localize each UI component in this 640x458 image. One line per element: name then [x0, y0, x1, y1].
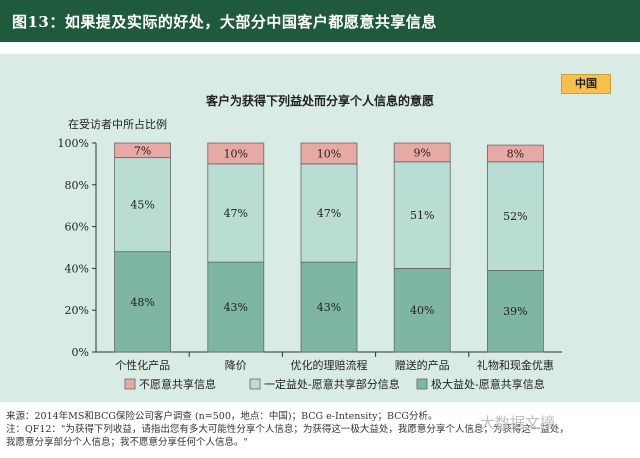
y-tick-label: 40% [65, 262, 89, 275]
data-label: 7% [134, 144, 151, 157]
footer-note-cont: 我愿意分享部分个人信息；我不愿意分享任何个人信息。" [6, 437, 248, 448]
data-label: 9% [413, 146, 430, 159]
legend-label: 一定益处-愿意共享部分信息 [264, 377, 400, 391]
header-bar: 图13：如果提及实际的好处，大部分中国客户都愿意共享信息 [0, 0, 640, 42]
bar-segment [207, 163, 265, 263]
bar-segment [207, 261, 265, 353]
data-label: 10% [224, 147, 248, 160]
figure-title: 图13：如果提及实际的好处，大部分中国客户都愿意共享信息 [12, 13, 437, 31]
bar-segment [486, 270, 544, 353]
data-label: 40% [410, 304, 434, 317]
data-label: 48% [130, 296, 154, 309]
y-tick-label: 0% [72, 346, 89, 359]
bar-segment [300, 142, 358, 165]
bar-segment [207, 142, 265, 165]
bar-segment [486, 144, 544, 163]
watermark-text: 大数据文摘 [480, 414, 556, 432]
legend-label: 极大益处-愿意共享信息 [431, 377, 545, 391]
region-badge: 中国 [561, 74, 611, 94]
footer-notes: 来源：2014年MS和BCG保险公司客户调查 (n=500，地点：中国)；BCG… [6, 410, 634, 449]
bar-segment [393, 142, 451, 163]
x-tick-label: 优化的理赔流程 [291, 358, 368, 372]
legend-label: 不愿意共享信息 [139, 377, 216, 391]
data-label: 39% [503, 305, 527, 318]
bar-segment [486, 161, 544, 271]
data-label: 8% [507, 147, 524, 160]
legend-swatch [249, 378, 261, 390]
bar-segment [114, 157, 171, 253]
bar-segment [114, 142, 171, 159]
bar-segment [300, 163, 358, 263]
bar-segment [300, 261, 358, 353]
data-label: 51% [410, 209, 434, 222]
data-label: 47% [317, 207, 341, 220]
bar-segment [114, 251, 171, 353]
x-tick-label: 赠送的产品 [395, 358, 450, 372]
bar-segment [393, 267, 451, 353]
data-label: 43% [317, 301, 341, 314]
y-tick-label: 80% [65, 179, 89, 192]
y-axis-label: 在受访者中所占比例 [68, 117, 167, 131]
stacked-bar-chart: 在受访者中所占比例 0% 20% 40% 60% 80% 100% 48% 45% 7% 个性化产… [58, 117, 562, 391]
chart-title: 客户为获得下列益处而分享个人信息的意愿 [205, 94, 434, 108]
footer-note: 注：QF12："为获得下列收益，请指出您有多大可能性分享个人信息；为获得这一极大… [6, 424, 569, 435]
data-label: 45% [130, 199, 154, 212]
data-label: 52% [503, 210, 527, 223]
bar-segment [393, 161, 451, 269]
data-label: 47% [224, 207, 248, 220]
x-tick-label: 礼物和现金优惠 [477, 358, 554, 372]
y-tick-label: 100% [58, 137, 89, 150]
x-tick-label: 个性化产品 [115, 358, 170, 372]
y-tick-label: 60% [65, 221, 89, 234]
data-label: 43% [224, 301, 248, 314]
legend-swatch [124, 378, 136, 390]
data-label: 10% [317, 147, 341, 160]
legend-swatch [416, 378, 428, 390]
y-tick-label: 20% [65, 304, 89, 317]
x-tick-label: 降价 [225, 358, 247, 372]
footer-source: 来源：2014年MS和BCG保险公司客户调查 (n=500，地点：中国)；BCG… [6, 411, 438, 422]
